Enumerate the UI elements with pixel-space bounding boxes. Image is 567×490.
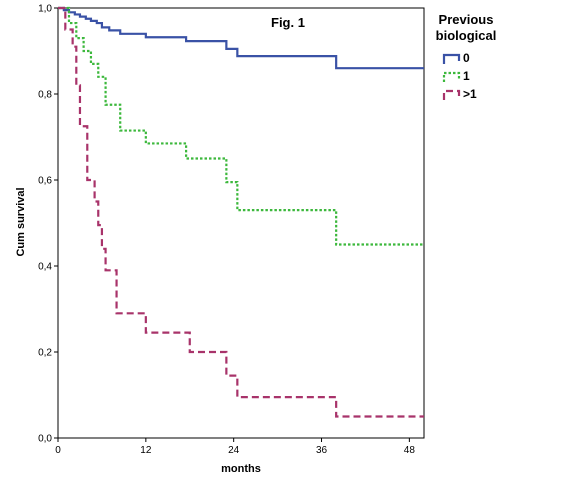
y-tick-label: 0,8 — [38, 90, 52, 101]
legend-items: 0 1 >1 — [442, 51, 477, 101]
series-line-0 — [58, 6, 424, 70]
series-line->1 — [58, 6, 424, 418]
x-tick-label: 0 — [55, 445, 61, 456]
y-tick-label: 0,0 — [38, 434, 52, 445]
y-tick-label: 1,0 — [38, 4, 52, 15]
legend-swatch — [442, 53, 461, 64]
y-tick-label: 0,4 — [38, 262, 52, 273]
plot-frame — [57, 7, 425, 439]
legend-swatch — [442, 89, 461, 100]
legend-title-line-1: Previous — [439, 12, 494, 27]
figure-title: Fig. 1 — [271, 15, 305, 30]
legend: Previous biological 0 1 >1 — [436, 12, 497, 101]
y-tick-label: 0,2 — [38, 348, 52, 359]
y-axis-title: Cum survival — [15, 187, 27, 256]
legend-swatch — [442, 71, 461, 82]
x-tick-label: 12 — [140, 445, 152, 456]
x-tick-label: 24 — [228, 445, 240, 456]
series-line-1 — [58, 6, 424, 246]
y-tick-label: 0,6 — [38, 176, 52, 187]
series-layer — [58, 6, 424, 418]
legend-label: >1 — [463, 87, 477, 101]
legend-label: 0 — [463, 51, 470, 65]
legend-label: 1 — [463, 69, 470, 83]
x-tick-label: 36 — [316, 445, 328, 456]
legend-title-line-2: biological — [436, 28, 497, 43]
x-axis-title: months — [221, 463, 261, 475]
axes: 0 12 24 36 48 0,0 0,2 0,4 0,6 0,8 1,0 — [38, 4, 415, 457]
x-tick-label: 48 — [404, 445, 416, 456]
